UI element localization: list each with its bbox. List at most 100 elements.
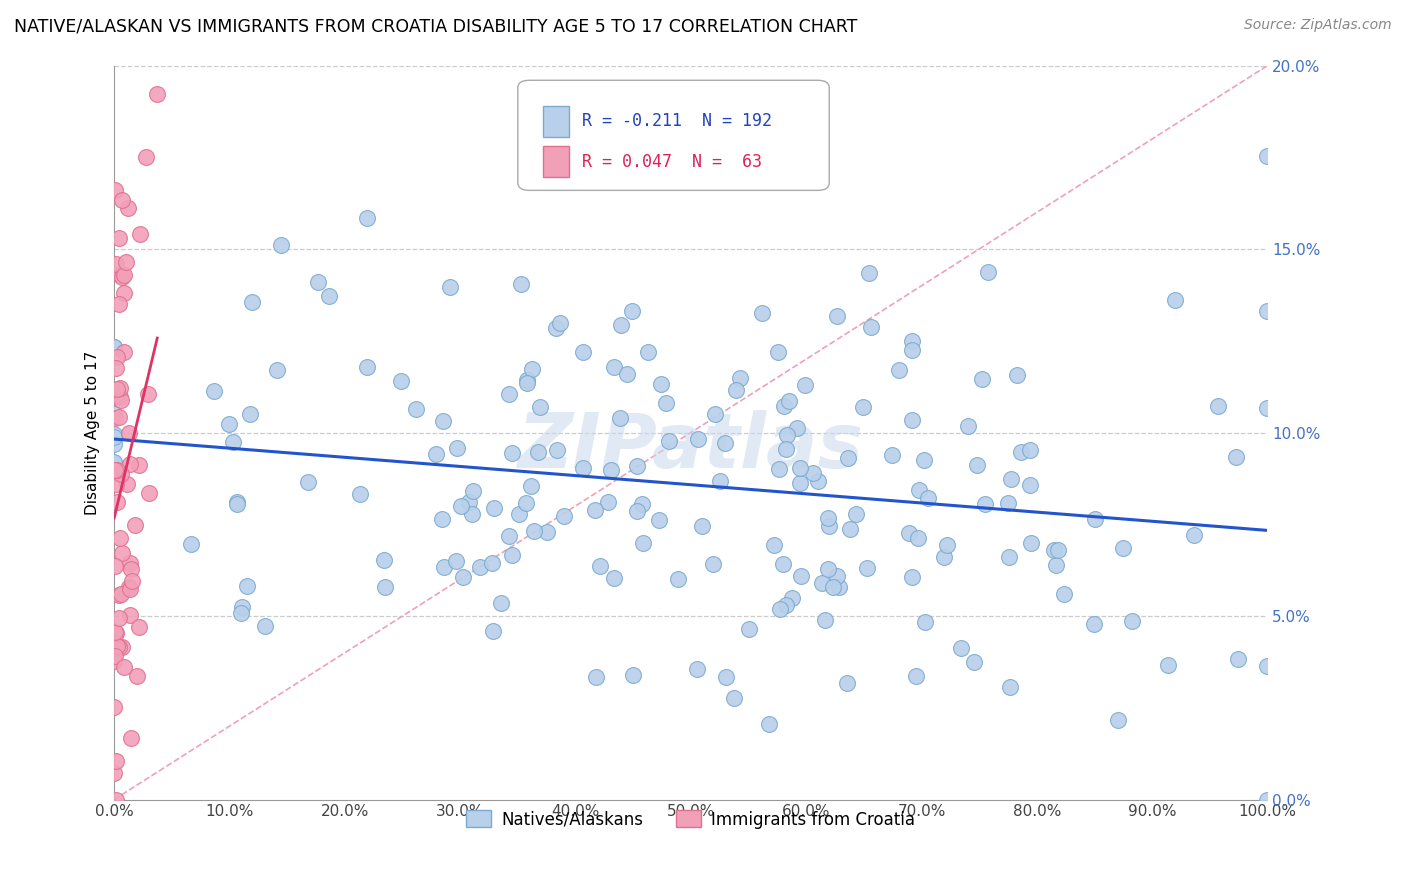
Point <box>218 417 240 431</box>
Point <box>432 414 454 428</box>
Point <box>146 87 169 102</box>
Point <box>966 458 988 473</box>
Text: ZIPatlas: ZIPatlas <box>517 410 863 484</box>
Point <box>914 615 936 629</box>
Point <box>621 667 644 681</box>
Point <box>1121 614 1143 628</box>
Point <box>814 613 837 627</box>
Point <box>690 519 713 533</box>
Point <box>817 562 839 576</box>
Point <box>1256 304 1278 318</box>
Point <box>907 532 929 546</box>
Point <box>1005 368 1028 383</box>
Point <box>550 317 572 331</box>
Point <box>104 388 127 402</box>
Point <box>1053 587 1076 601</box>
Point <box>225 497 247 511</box>
Point <box>433 559 456 574</box>
Text: R = -0.211  N = 192: R = -0.211 N = 192 <box>582 112 772 130</box>
Point <box>107 410 129 425</box>
Point <box>444 554 467 568</box>
Point <box>318 289 340 303</box>
Point <box>751 306 773 320</box>
Point <box>527 445 550 459</box>
Point <box>801 466 824 480</box>
Point <box>1256 659 1278 673</box>
Point <box>501 445 523 459</box>
Point <box>650 377 672 392</box>
Point <box>917 491 939 505</box>
Point <box>905 669 928 683</box>
Point <box>231 599 253 614</box>
Point <box>702 558 724 572</box>
Point <box>728 370 751 384</box>
Point <box>111 546 134 560</box>
Point <box>908 483 931 498</box>
FancyBboxPatch shape <box>517 80 830 190</box>
Point <box>1256 792 1278 806</box>
Point <box>110 269 132 284</box>
Point <box>626 459 648 474</box>
Point <box>588 558 610 573</box>
Point <box>481 556 503 570</box>
Point <box>858 266 880 280</box>
Point <box>609 411 631 425</box>
Point <box>103 654 125 668</box>
Point <box>349 486 371 500</box>
Point <box>103 456 125 470</box>
Point <box>105 626 128 640</box>
Point <box>103 559 125 574</box>
Point <box>654 395 676 409</box>
Point <box>1256 149 1278 163</box>
Point <box>523 524 546 538</box>
Point <box>900 570 922 584</box>
Point <box>103 699 125 714</box>
Point <box>425 447 447 461</box>
Point <box>546 320 568 334</box>
Point <box>823 580 845 594</box>
Point <box>789 475 811 490</box>
Point <box>963 655 986 669</box>
Point <box>108 640 131 654</box>
Point <box>105 754 128 768</box>
Point <box>120 607 142 622</box>
Point <box>546 442 568 457</box>
Point <box>103 437 125 451</box>
Point <box>778 394 800 409</box>
Point <box>266 363 288 377</box>
Point <box>998 680 1021 694</box>
Point <box>839 522 862 536</box>
Point <box>110 393 132 408</box>
Point <box>935 538 957 552</box>
Point <box>120 731 142 745</box>
Point <box>105 361 128 376</box>
Point <box>901 343 924 358</box>
Point <box>775 598 797 612</box>
Point <box>110 268 132 282</box>
Point <box>112 285 135 300</box>
Point <box>110 587 132 601</box>
Point <box>118 580 141 594</box>
Y-axis label: Disability Age 5 to 17: Disability Age 5 to 17 <box>86 351 100 515</box>
Point <box>468 559 491 574</box>
Point <box>1019 536 1042 550</box>
Point <box>1000 472 1022 486</box>
Point <box>107 588 129 602</box>
Point <box>658 434 681 449</box>
Point <box>105 382 128 396</box>
Point <box>932 549 955 564</box>
Point <box>138 485 160 500</box>
Point <box>758 716 780 731</box>
Point <box>239 408 262 422</box>
Point <box>825 309 848 323</box>
Point <box>1164 293 1187 308</box>
Point <box>1084 511 1107 525</box>
Point <box>957 419 980 434</box>
Point <box>811 576 834 591</box>
Point <box>522 362 544 376</box>
Point <box>536 524 558 539</box>
Point <box>974 497 997 511</box>
Point <box>356 211 378 225</box>
Point <box>837 451 859 466</box>
Point <box>901 413 924 427</box>
